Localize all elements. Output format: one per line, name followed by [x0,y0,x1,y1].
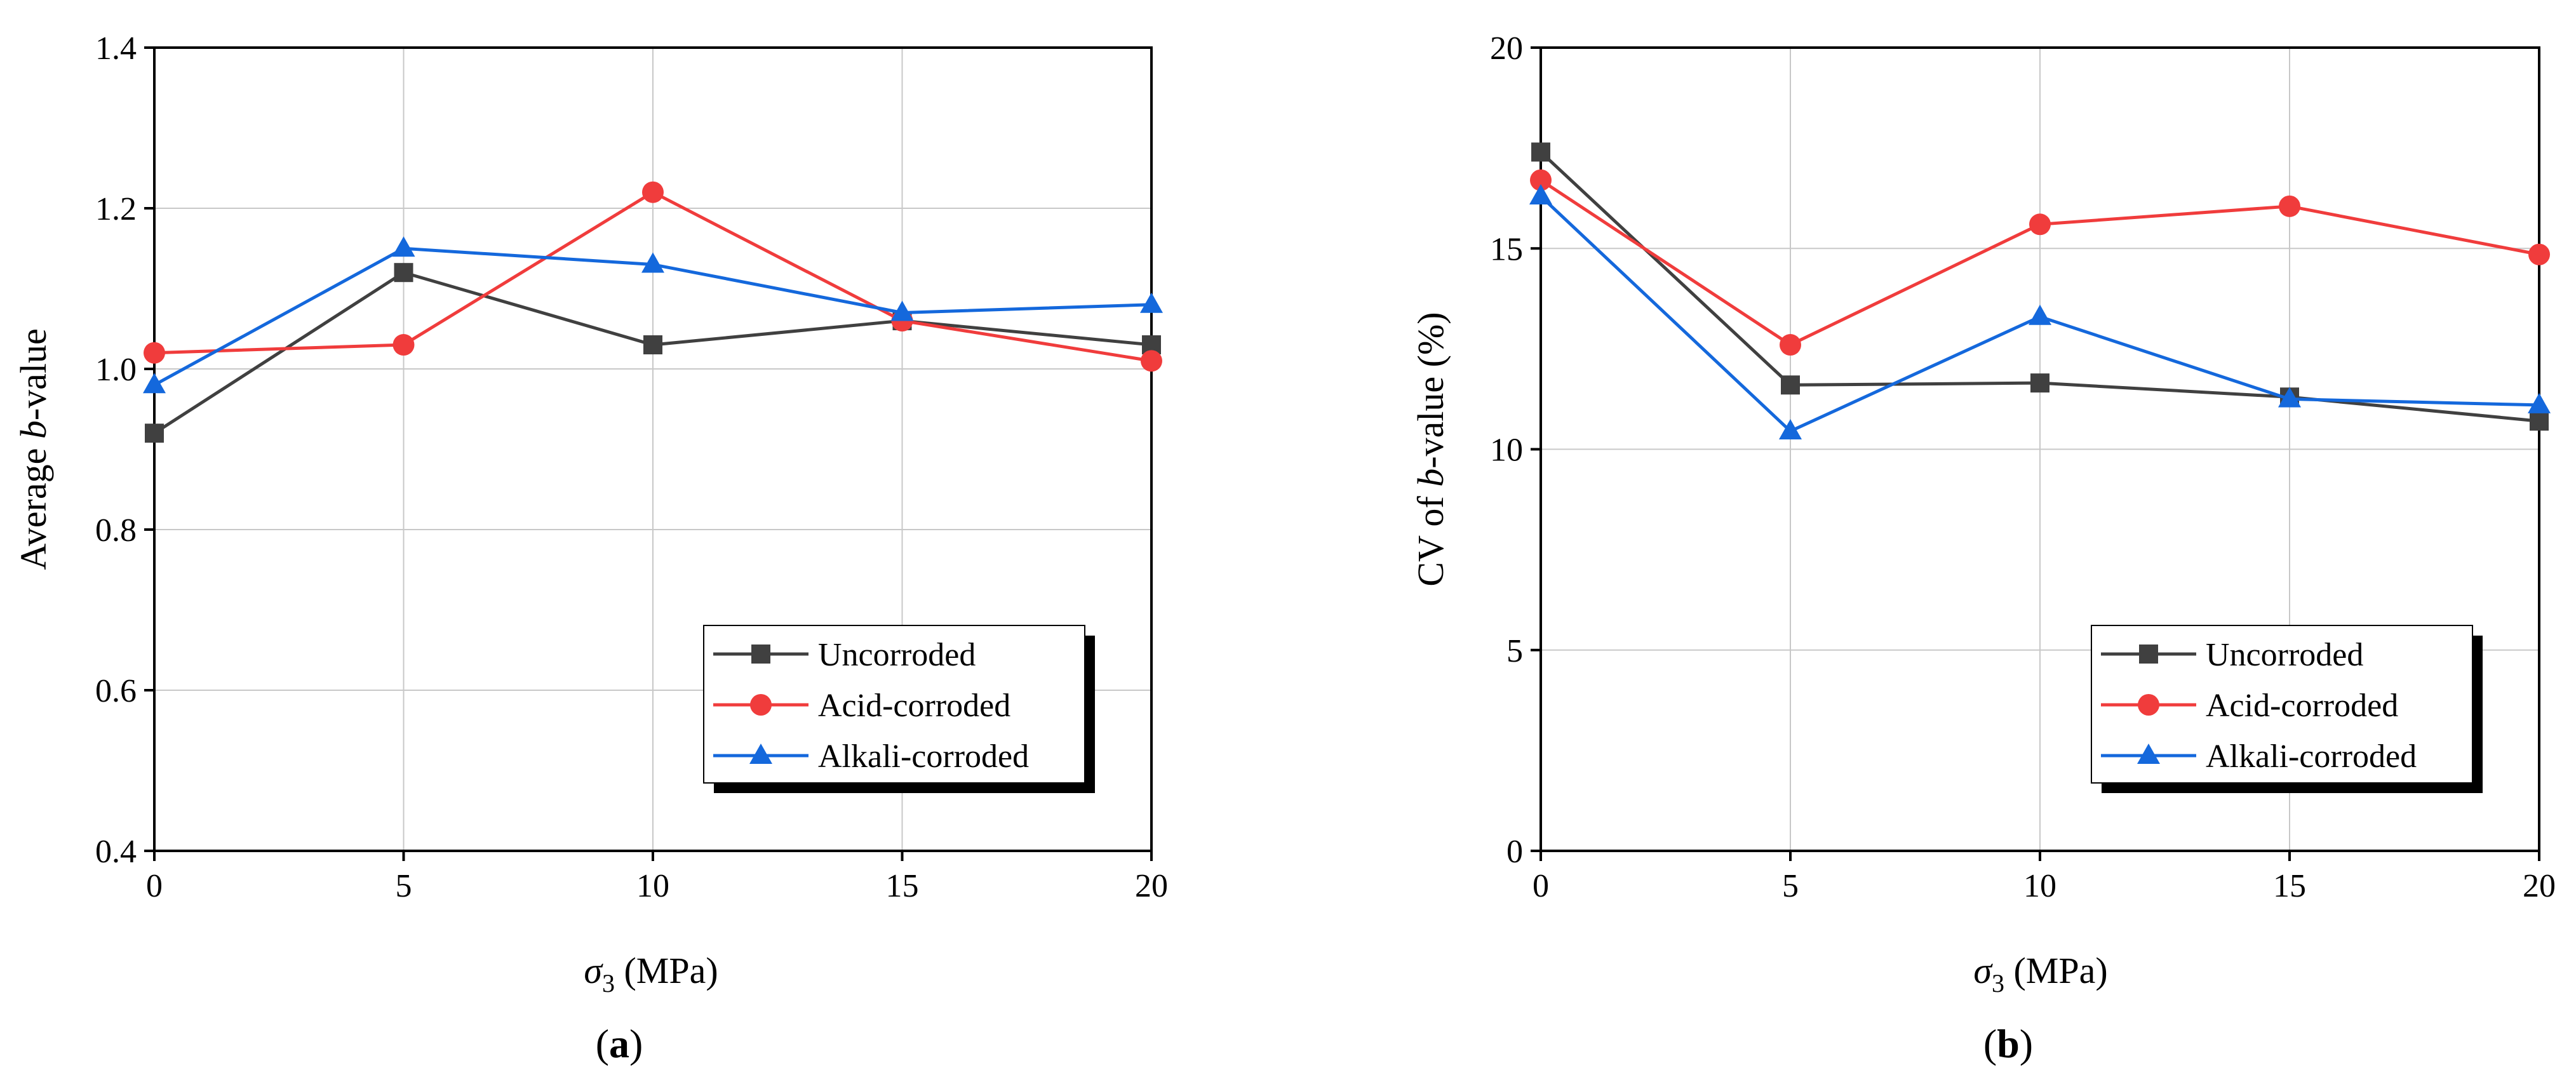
x-axis-label: σ3 (MPa) [1973,950,2107,998]
y-axis-label: CV of b-value (%) [1410,312,1451,586]
data-point [2029,213,2051,236]
legend-label: Acid-corroded [818,688,1010,724]
panel-label-letter: b [1997,1021,2020,1066]
x-axis-label-symbol: σ [1973,950,1993,991]
x-tick-label: 20 [2523,868,2556,904]
x-axis-label-unit: (MPa) [615,950,718,991]
legend-label: Acid-corroded [2206,688,2398,724]
panel-label-close-paren: ) [2020,1021,2033,1066]
data-point [2029,304,2051,325]
legend-marker [749,744,772,764]
x-tick-label: 0 [146,868,163,904]
data-point [642,181,664,203]
legend-entry-acid-corroded: Acid-corroded [2101,688,2398,724]
series-alkali-corroded [1529,184,2551,440]
y-tick-label: 1.2 [95,191,137,227]
data-point [641,252,664,273]
legend-entry-uncorroded: Uncorroded [2101,637,2363,673]
series-alkali-corroded [143,236,1163,394]
x-tick-label: 0 [1533,868,1549,904]
data-point [1140,292,1163,313]
legend-marker [2137,744,2160,764]
panel-label-close-paren: ) [629,1021,643,1066]
x-tick-label: 10 [636,868,669,904]
y-tick-label: 1.4 [95,30,137,67]
legend: Uncorroded Acid-corroded Alkali-corroded [703,625,1095,793]
legend-label: Uncorroded [818,637,976,673]
panel-label-letter: a [609,1021,629,1066]
data-point [2530,411,2549,431]
data-point [1780,334,1801,356]
data-point [2528,243,2550,265]
legend: Uncorroded Acid-corroded Alkali-corroded [2091,625,2483,793]
y-tick-label: 10 [1490,432,1523,469]
y-tick-label: 0 [1506,834,1523,870]
x-axis-label-subscript: 3 [602,969,615,998]
data-point [1141,350,1162,372]
panel-label-open-paren: ( [596,1021,609,1066]
data-point [392,236,415,257]
data-point [1531,142,1550,162]
data-point [144,342,165,364]
legend-entry-acid-corroded: Acid-corroded [713,688,1010,724]
legend-entry-uncorroded: Uncorroded [713,637,976,673]
x-tick-label: 15 [2273,868,2306,904]
panel-label-open-paren: ( [1983,1021,1997,1066]
legend-marker [2139,645,2158,664]
y-axis-label: Average b-value [13,328,54,570]
y-tick-label: 0.8 [95,512,137,549]
legend-marker [751,645,770,664]
y-tick-label: 0.6 [95,673,137,709]
y-tick-label: 15 [1490,231,1523,267]
x-tick-label: 5 [1782,868,1799,904]
chart-panel-a: 0 5 10 15 20 0.4 0.6 0.8 1.0 1.2 1.4 σ3 (MPa) Averag… [13,30,1168,1066]
legend-entry-alkali-corroded: Alkali-corroded [713,738,1029,775]
x-tick-label: 5 [396,868,412,904]
data-point [2278,387,2301,408]
data-point [392,334,415,356]
x-axis-label: σ3 (MPa) [584,950,718,998]
data-point [1530,169,1552,191]
y-axis-label-suffix: -value [13,328,54,420]
data-point [1781,375,1800,395]
x-tick-label: 10 [2023,868,2056,904]
y-axis-label-prefix: CV of [1410,487,1451,587]
data-point [2528,392,2551,413]
y-tick-label: 20 [1490,30,1523,67]
data-point [1529,184,1552,205]
legend-label: Alkali-corroded [818,738,1029,775]
legend-entry-alkali-corroded: Alkali-corroded [2101,738,2417,775]
data-point [2279,195,2300,217]
y-tick-label: 1.0 [95,352,137,388]
x-tick-label: 20 [1135,868,1168,904]
data-point [2030,373,2049,393]
y-axis-label-prefix: Average [13,439,54,570]
y-axis-label-variable: b [1410,469,1451,487]
x-axis-label-unit: (MPa) [2004,950,2108,991]
data-point [145,424,164,443]
data-point [890,300,914,321]
legend-label: Uncorroded [2206,637,2363,673]
data-point [143,373,166,394]
y-tick-label: 0.4 [95,834,137,870]
y-tick-label: 5 [1506,633,1523,669]
panel-label: (b) [1983,1021,2033,1066]
y-axis-label-suffix: -value (%) [1410,312,1451,468]
x-axis-label-symbol: σ [584,950,603,991]
series-acid-corroded [1530,169,2550,356]
panel-label: (a) [596,1021,643,1066]
legend-label: Alkali-corroded [2206,738,2417,775]
data-point [1779,419,1802,440]
legend-marker [750,694,772,716]
y-axis-label-variable: b [13,420,54,439]
legend-marker [2138,694,2159,716]
data-point [394,263,413,283]
data-point [643,335,662,355]
x-axis-label-subscript: 3 [1992,969,2004,998]
x-tick-label: 15 [886,868,919,904]
series-uncorroded [145,263,1161,443]
